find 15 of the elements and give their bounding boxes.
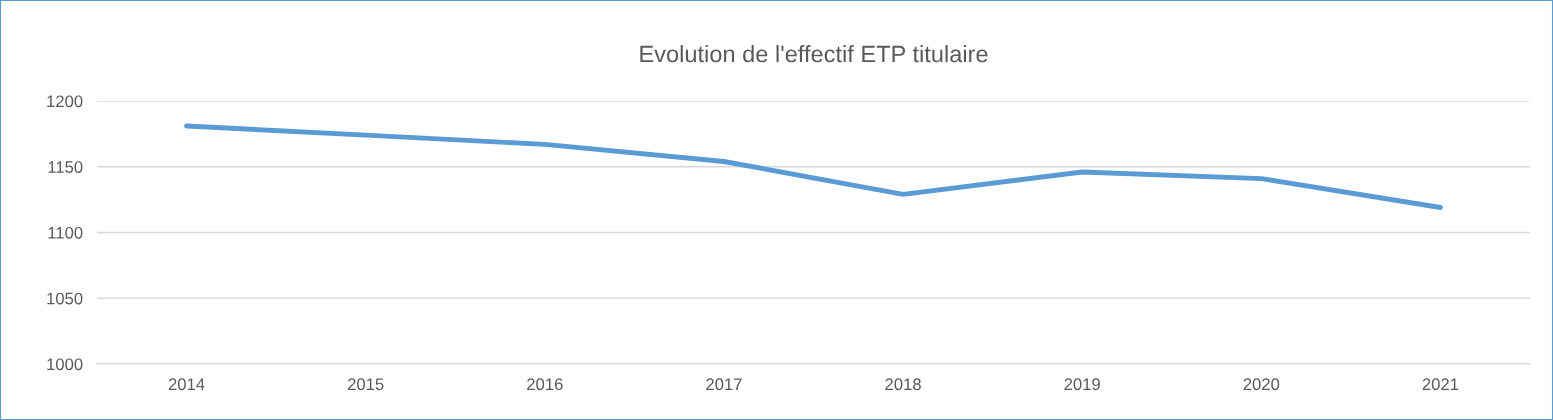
x-tick-label: 2015	[347, 378, 384, 391]
y-tick-label: 1000	[47, 358, 83, 371]
chart-title: Evolution de l'effectif ETP titulaire	[640, 45, 988, 63]
x-tick-label: 2016	[527, 378, 563, 391]
y-tick-label: 1150	[48, 161, 83, 173]
y-tick-label: 1200	[47, 95, 83, 108]
x-tick-label: 2014	[168, 378, 205, 391]
x-tick-label: 2019	[1064, 378, 1100, 391]
y-tick-label: 1050	[47, 292, 83, 305]
x-tick-label: 2018	[885, 378, 921, 391]
line-series	[184, 123, 1443, 210]
y-tick-label: 1100	[48, 226, 83, 239]
x-tick-label: 2020	[1243, 378, 1280, 391]
x-tick-label: 2021	[1422, 378, 1459, 391]
x-tick-label: 2017	[706, 378, 742, 391]
